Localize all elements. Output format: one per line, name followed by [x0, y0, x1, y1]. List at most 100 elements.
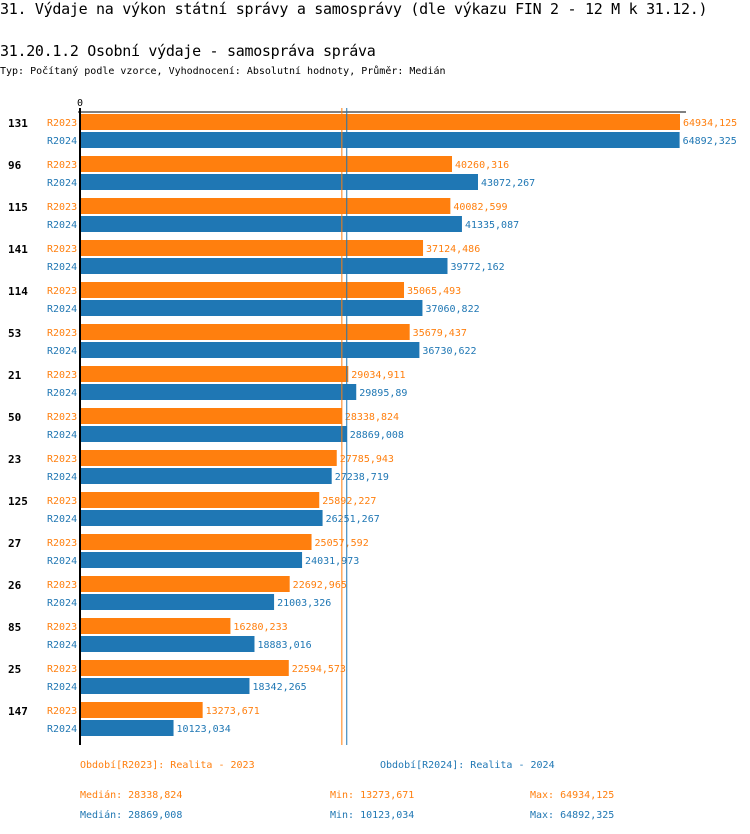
data-label-r2024: 18342,265: [252, 682, 306, 693]
category-label: 131: [8, 117, 28, 130]
data-label-r2024: 21003,326: [277, 598, 331, 609]
bar-r2024: [80, 132, 680, 148]
data-label-r2023: 35679,437: [413, 328, 467, 339]
data-label-r2023: 64934,125: [683, 118, 737, 129]
bar-r2024: [80, 216, 462, 232]
category-label: 53: [8, 327, 21, 340]
series-label-r2024: R2024: [47, 598, 77, 609]
category-label: 50: [8, 411, 21, 424]
data-label-r2024: 43072,267: [481, 178, 535, 189]
category-label: 147: [8, 705, 28, 718]
data-label-r2024: 41335,087: [465, 220, 519, 231]
bar-r2023: [80, 660, 289, 676]
bar-r2024: [80, 594, 275, 610]
stat-max-r2024: Max: 64892,325: [530, 810, 615, 821]
bar-r2024: [80, 342, 420, 358]
data-label-r2023: 13273,671: [206, 706, 260, 717]
bar-r2024: [80, 720, 174, 736]
series-label-r2024: R2024: [47, 472, 77, 483]
series-label-r2024: R2024: [47, 304, 77, 315]
data-label-r2024: 37060,822: [425, 304, 479, 315]
bar-r2023: [80, 366, 349, 382]
series-label-r2024: R2024: [47, 262, 77, 273]
bar-r2023: [80, 198, 451, 214]
data-label-r2023: 25892,227: [322, 496, 376, 507]
category-label: 114: [8, 285, 28, 298]
category-label: 125: [8, 495, 28, 508]
series-label-r2023: R2023: [47, 538, 77, 549]
series-label-r2024: R2024: [47, 220, 77, 231]
category-label: 21: [8, 369, 22, 382]
data-label-r2023: 40260,316: [455, 160, 509, 171]
series-label-r2023: R2023: [47, 286, 77, 297]
bar-r2024: [80, 636, 255, 652]
bar-r2023: [80, 618, 231, 634]
series-label-r2024: R2024: [47, 724, 77, 735]
series-label-r2024: R2024: [47, 136, 77, 147]
bar-r2024: [80, 384, 357, 400]
bar-r2024: [80, 678, 250, 694]
series-label-r2023: R2023: [47, 244, 77, 255]
data-label-r2023: 28338,824: [345, 412, 399, 423]
chart-subtitle: 31.20.1.2 Osobní výdaje - samospráva spr…: [0, 42, 376, 60]
chart-type-description: Typ: Počítaný podle vzorce, Vyhodnocení:…: [0, 66, 446, 77]
series-label-r2023: R2023: [47, 412, 77, 423]
series-label-r2023: R2023: [47, 580, 77, 591]
data-label-r2024: 18883,016: [257, 640, 311, 651]
page-title: 31. Výdaje na výkon státní správy a samo…: [0, 0, 708, 18]
stat-median-r2024: Medián: 28869,008: [80, 810, 183, 821]
series-label-r2023: R2023: [47, 664, 77, 675]
data-label-r2023: 35065,493: [407, 286, 461, 297]
series-label-r2024: R2024: [47, 514, 77, 525]
series-label-r2023: R2023: [47, 202, 77, 213]
category-label: 115: [8, 201, 28, 214]
bar-r2023: [80, 408, 342, 424]
series-label-r2024: R2024: [47, 556, 77, 567]
legend-period-r2023: Období[R2023]: Realita - 2023: [80, 760, 255, 771]
series-label-r2024: R2024: [47, 430, 77, 441]
bar-r2023: [80, 324, 410, 340]
bar-r2024: [80, 426, 347, 442]
data-label-r2023: 22692,965: [293, 580, 347, 591]
series-label-r2023: R2023: [47, 622, 77, 633]
series-label-r2024: R2024: [47, 178, 77, 189]
bar-r2024: [80, 468, 332, 484]
data-label-r2024: 39772,162: [451, 262, 505, 273]
series-label-r2023: R2023: [47, 706, 77, 717]
data-label-r2024: 24031,973: [305, 556, 359, 567]
stat-median-r2023: Medián: 28338,824: [80, 790, 183, 801]
data-label-r2024: 29895,89: [359, 388, 407, 399]
stat-max-r2023: Max: 64934,125: [530, 790, 615, 801]
data-label-r2024: 64892,325: [683, 136, 737, 147]
category-label: 96: [8, 159, 22, 172]
data-label-r2024: 28869,008: [350, 430, 404, 441]
series-label-r2024: R2024: [47, 388, 77, 399]
category-label: 26: [8, 579, 22, 592]
data-label-r2023: 37124,486: [426, 244, 480, 255]
bar-r2023: [80, 282, 405, 298]
series-label-r2023: R2023: [47, 328, 77, 339]
legend-period-r2024: Období[R2024]: Realita - 2024: [380, 760, 555, 771]
series-label-r2024: R2024: [47, 346, 77, 357]
stat-min-r2023: Min: 13273,671: [330, 790, 415, 801]
bar-r2023: [80, 702, 203, 718]
series-label-r2024: R2024: [47, 682, 77, 693]
bar-r2023: [80, 492, 320, 508]
series-label-r2023: R2023: [47, 496, 77, 507]
data-label-r2023: 27785,943: [340, 454, 394, 465]
series-label-r2023: R2023: [47, 370, 77, 381]
data-label-r2023: 22594,573: [292, 664, 346, 675]
category-label: 25: [8, 663, 21, 676]
bar-r2023: [80, 450, 337, 466]
x-tick-label-0: 0: [77, 98, 83, 109]
data-label-r2023: 16280,233: [233, 622, 287, 633]
bar-r2023: [80, 240, 424, 256]
bar-r2023: [80, 576, 290, 592]
data-label-r2024: 27238,719: [335, 472, 389, 483]
bar-r2024: [80, 552, 303, 568]
series-label-r2023: R2023: [47, 454, 77, 465]
series-label-r2024: R2024: [47, 640, 77, 651]
bar-r2024: [80, 258, 448, 274]
data-label-r2024: 26251,267: [326, 514, 380, 525]
